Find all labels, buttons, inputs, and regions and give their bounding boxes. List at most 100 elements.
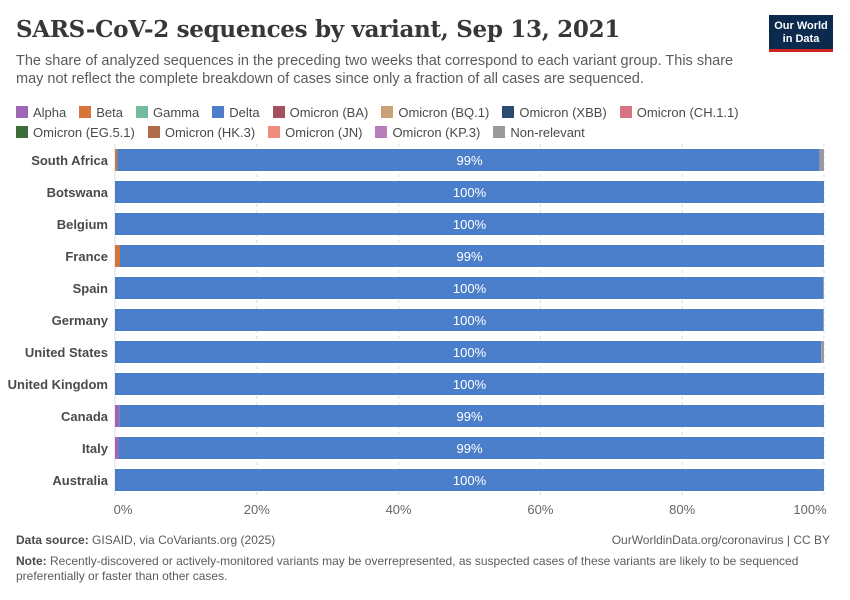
legend-swatch [147, 126, 160, 138]
data-label: 100% [453, 473, 487, 488]
legend-swatch [272, 106, 285, 118]
bar-segment-delta [115, 181, 824, 203]
bar-segment-delta [119, 245, 824, 267]
legend-swatch [619, 106, 632, 118]
bar-segment-beta [115, 149, 118, 171]
category-label: United States [25, 345, 108, 360]
legend-item-alpha[interactable]: Alpha [16, 102, 66, 122]
legend-label: Omicron (BA) [289, 104, 369, 120]
x-tick-label: 60% [527, 502, 553, 517]
legend-label: Non-relevant [510, 124, 585, 140]
note: Note: Recently-discovered or actively-mo… [16, 554, 816, 584]
data-label: 100% [453, 345, 487, 360]
source-text[interactable]: GISAID, via CoVariants.org (2025) [92, 533, 276, 547]
category-label: Belgium [57, 217, 108, 232]
category-label: Australia [52, 473, 108, 488]
legend-item-beta[interactable]: Beta [79, 102, 123, 122]
bar-segment-beta [115, 245, 120, 267]
legend: Alpha Beta Gamma Delta Omicron (BA) Omicron (… [16, 102, 836, 142]
category-label: Spain [73, 281, 108, 296]
legend-label: Omicron (JN) [285, 124, 363, 140]
logo-line-2: in Data [782, 33, 820, 45]
data-label: 100% [453, 185, 487, 200]
x-tick-label: 100% [793, 502, 827, 517]
bar-segment-non-relevant [819, 149, 824, 171]
owid-logo[interactable]: Our World in Data [769, 15, 833, 52]
category-label: Canada [61, 409, 109, 424]
legend-label: Omicron (EG.5.1) [33, 124, 135, 140]
bar-segment-non-relevant [823, 309, 824, 331]
legend-items: Alpha Beta Gamma Delta Omicron (BA) Omicron (… [16, 102, 836, 142]
bar-segment-non-relevant [823, 277, 824, 299]
legend-label: Gamma [153, 104, 200, 120]
legend-label: Beta [96, 104, 123, 120]
bar-segment-delta [115, 469, 824, 491]
bar-segment-alpha [115, 405, 120, 427]
note-text: Recently-discovered or actively-monitore… [16, 554, 799, 583]
legend-swatch [16, 106, 28, 118]
source-label: Data source: [16, 533, 89, 547]
legend-swatch [493, 126, 506, 138]
chart-subtitle: The share of analyzed sequences in the p… [16, 53, 734, 87]
logo-line-1: Our World [774, 20, 828, 32]
data-label: 99% [456, 409, 482, 424]
source-url[interactable]: OurWorldinData.org/coronavirus | CC BY [611, 533, 830, 547]
data-label: 99% [456, 249, 482, 264]
bar-segment-non-relevant [821, 341, 824, 363]
legend-label: Omicron (CH.1.1) [636, 104, 739, 120]
legend-label: Omicron (KP.3) [392, 124, 481, 140]
bar-segment-delta [119, 405, 824, 427]
data-label: 100% [453, 313, 487, 328]
data-label: 99% [456, 441, 482, 456]
legend-swatch [375, 126, 388, 138]
legend-swatch [79, 106, 92, 118]
bar-segment-delta [115, 277, 824, 299]
category-label: Italy [82, 441, 109, 456]
bar-segment-delta [115, 373, 824, 395]
bar-segment-delta [117, 149, 820, 171]
category-label: United Kingdom [8, 377, 108, 392]
bar-segment-alpha [115, 437, 119, 459]
legend-item-non-relevant[interactable]: Non-relevant [493, 122, 585, 142]
legend-swatch [212, 106, 225, 118]
data-label: 100% [453, 281, 487, 296]
data-label: 100% [453, 377, 487, 392]
bar-segment-delta [118, 437, 825, 459]
category-label: Germany [52, 313, 109, 328]
legend-item-omicron-xbb[interactable]: Omicron (XBB) [502, 102, 607, 122]
legend-label: Alpha [33, 104, 67, 120]
legend-item-gamma[interactable]: Gamma [136, 102, 199, 122]
legend-label: Omicron (BQ.1) [398, 104, 490, 120]
data-source: Data source: GISAID, via CoVariants.org … [16, 533, 275, 547]
legend-swatch [16, 126, 28, 138]
legend-swatch [136, 106, 148, 118]
category-label: South Africa [31, 153, 109, 168]
legend-item-omicron-hk-3[interactable]: Omicron (HK.3) [147, 122, 256, 142]
note-label: Note: [16, 554, 47, 568]
bar-segment-delta [115, 309, 824, 331]
legend-label: Omicron (HK.3) [164, 124, 256, 140]
x-tick-label: 20% [244, 502, 270, 517]
chart-title: SARS-CoV-2 sequences by variant, Sep 13,… [16, 16, 620, 43]
x-tick-label: 40% [386, 502, 412, 517]
legend-item-delta[interactable]: Delta [212, 102, 260, 122]
legend-swatch [502, 106, 515, 118]
bar-segment-delta [115, 341, 822, 363]
data-label: 100% [453, 217, 487, 232]
legend-swatch [381, 106, 394, 118]
legend-item-omicron-kp-3[interactable]: Omicron (KP.3) [375, 122, 480, 142]
bar-chart: 0% 20% 40% 60% 80% 100% South Africa 99% Botswan… [8, 144, 827, 517]
category-label: France [65, 249, 108, 264]
category-label: Botswana [47, 185, 109, 200]
legend-item-omicron-jn[interactable]: Omicron (JN) [268, 122, 362, 142]
bar-segment-delta [115, 213, 824, 235]
legend-item-omicron-eg-5-1[interactable]: Omicron (EG.5.1) [16, 122, 135, 142]
legend-item-omicron-ba[interactable]: Omicron (BA) [272, 102, 369, 122]
legend-label: Omicron (XBB) [519, 104, 607, 120]
legend-item-omicron-ch-1-1[interactable]: Omicron (CH.1.1) [619, 102, 739, 122]
legend-swatch [268, 126, 281, 138]
legend-label: Delta [229, 104, 260, 120]
data-label: 99% [456, 153, 482, 168]
legend-item-omicron-bq-1[interactable]: Omicron (BQ.1) [381, 102, 489, 122]
x-tick-label: 0% [114, 502, 133, 517]
